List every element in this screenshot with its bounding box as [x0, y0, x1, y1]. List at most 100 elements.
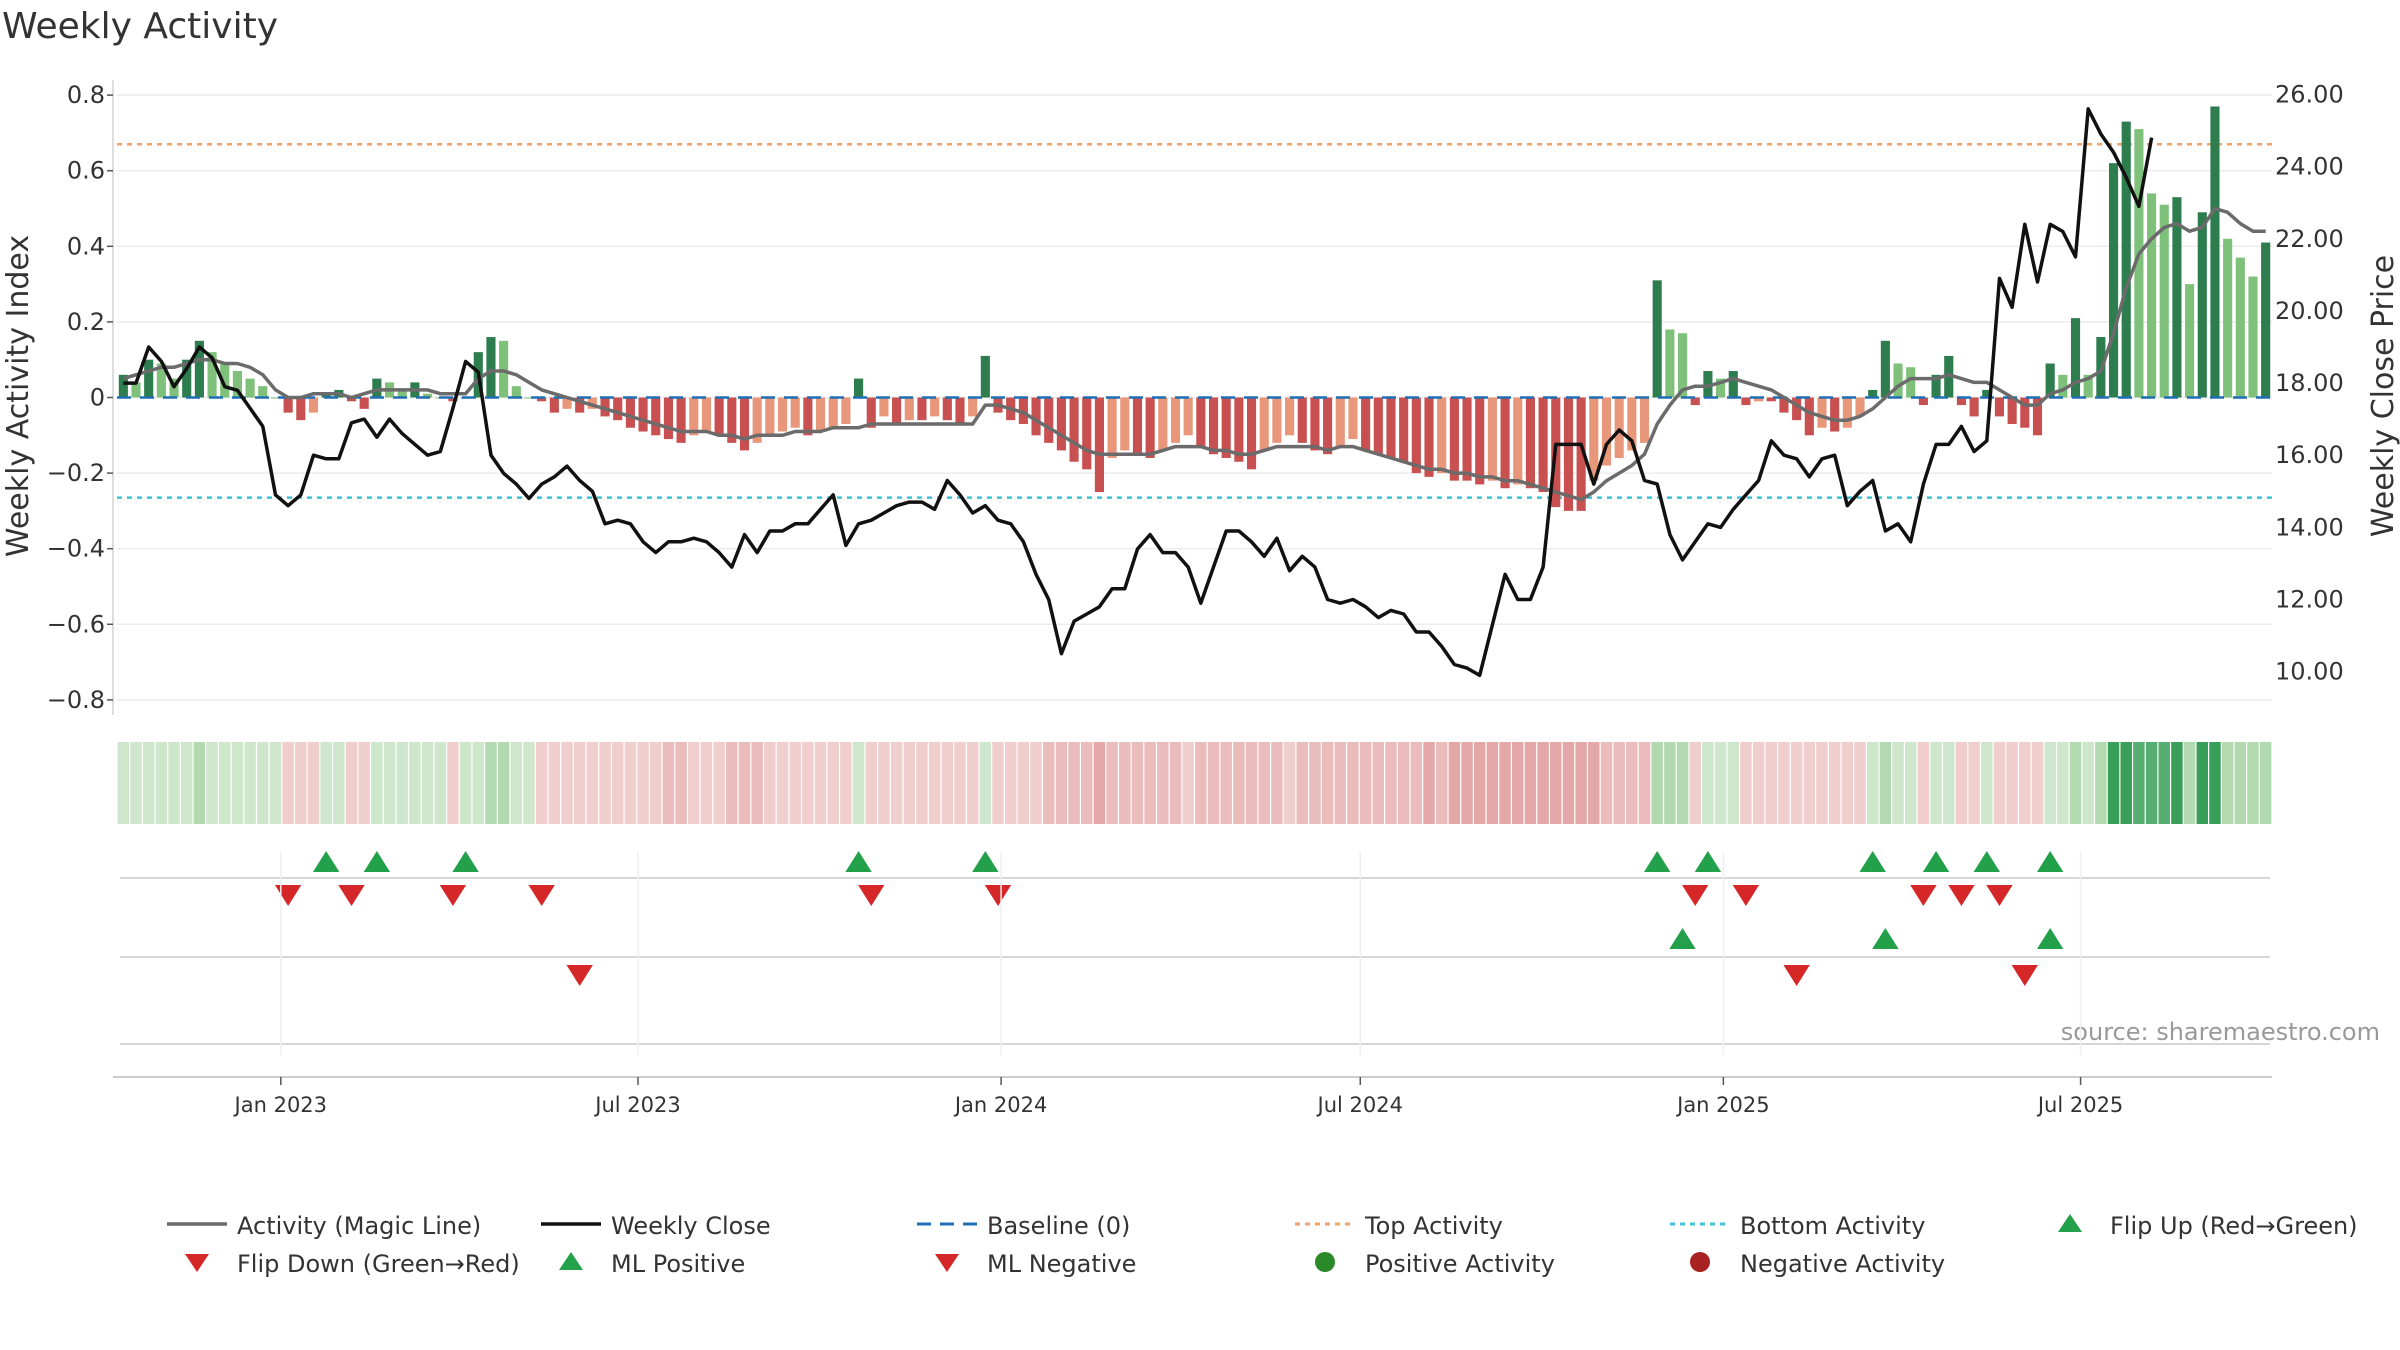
strip-cell [523, 742, 535, 824]
activity-bar [232, 371, 242, 398]
activity-bar [1994, 397, 2005, 417]
activity-bar [1703, 371, 1713, 398]
y2-tick-label: 10.00 [2275, 658, 2344, 686]
activity-bar [1069, 397, 1079, 462]
activity-bar [613, 397, 623, 421]
strip-cell [713, 742, 725, 824]
strip-cell [1258, 742, 1270, 824]
strip-cell [2145, 742, 2158, 824]
activity-bars [117, 106, 2272, 511]
activity-bar [194, 340, 204, 398]
activity-bar [1563, 397, 1574, 511]
legend-item-flipdown: Flip Down (Green→Red) [185, 1250, 520, 1278]
activity-bar [448, 397, 458, 402]
strip-cell [193, 742, 206, 824]
strip-cell [485, 742, 497, 824]
y2-tick-label: 18.00 [2275, 369, 2344, 397]
flip-down-marker [338, 885, 365, 906]
strip-cell [599, 742, 611, 824]
strip-cell [1993, 742, 2006, 824]
strip-cell [497, 742, 510, 824]
flip-down-marker [528, 885, 555, 906]
strip-cell [1309, 742, 1321, 824]
strip-cell [1106, 742, 1118, 824]
strip-cell [688, 742, 700, 824]
strip-cell [1473, 742, 1486, 824]
strip-cell [2069, 742, 2082, 824]
flip-up-marker [972, 851, 999, 872]
strip-cell [1575, 742, 1587, 824]
activity-bar [2248, 276, 2258, 398]
activity-bar [1361, 397, 1371, 451]
y-axis-ticks: −0.8 −0.6 −0.4 −0.2 0 0.2 0.4 0.6 0.8 [47, 81, 113, 714]
y-tick-label: 0.4 [67, 232, 105, 260]
strip-cell [282, 742, 294, 824]
activity-bar [144, 359, 154, 398]
activity-bar [372, 378, 382, 398]
strip-cell [1499, 742, 1511, 824]
activity-bar [2261, 242, 2271, 398]
strip-cell [573, 742, 586, 824]
activity-bar [968, 397, 978, 417]
activity-bar [1880, 340, 1890, 398]
strip-cell [1613, 742, 1625, 824]
activity-bar [1031, 397, 1041, 436]
activity-bar [1868, 389, 1878, 398]
activity-bar [2058, 374, 2068, 398]
strip-cell [624, 742, 637, 824]
activity-bar [1132, 397, 1143, 455]
activity-bar [1589, 397, 1599, 481]
legend-label: Positive Activity [1365, 1250, 1555, 1278]
strip-cell [1017, 742, 1030, 824]
legend-item-baseline: Baseline (0) [917, 1212, 1130, 1240]
y-tick-label: 0.2 [67, 308, 105, 336]
strip-cell [1131, 742, 1144, 824]
strip-cell [2247, 742, 2259, 824]
activity-bar [1259, 397, 1269, 451]
strip-cell [2133, 742, 2145, 824]
strip-cell [1524, 742, 1537, 824]
activity-bar [182, 359, 192, 398]
strip-cell [1410, 742, 1423, 824]
strip-cell [1233, 742, 1245, 824]
activity-bar [1804, 397, 1814, 436]
y2-tick-label: 24.00 [2275, 153, 2344, 181]
y-tick-label: 0.8 [67, 81, 105, 109]
activity-bar [1690, 397, 1700, 406]
activity-bar [1792, 397, 1802, 421]
strip-cell [409, 742, 421, 824]
strip-cell [1169, 742, 1182, 824]
strip-cell [2120, 742, 2132, 824]
strip-cell [155, 742, 168, 824]
activity-bar [879, 397, 889, 417]
activity-bar [1449, 397, 1459, 481]
activity-bar [803, 397, 813, 436]
strip-cell [1841, 742, 1854, 824]
activity-bar [638, 397, 648, 432]
y-tick-label: 0 [90, 384, 105, 412]
legend-swatch [559, 1252, 583, 1270]
y2-tick-label: 22.00 [2275, 225, 2344, 253]
strip-cell [916, 742, 928, 824]
activity-bar [1323, 397, 1333, 455]
strip-cell [472, 742, 485, 824]
strip-cell [535, 742, 548, 824]
strip-cell [814, 742, 827, 824]
strip-cell [1917, 742, 1930, 824]
activity-bar [308, 397, 319, 413]
strip-cell [447, 742, 459, 824]
activity-bar [1652, 280, 1662, 398]
flip-up-marker [1922, 851, 1950, 872]
activity-bar [1018, 397, 1028, 424]
strip-cell [1930, 742, 1942, 824]
strip-cell [269, 742, 282, 824]
activity-bar [1170, 397, 1181, 443]
strip-cell [1828, 742, 1841, 824]
y-tick-label: −0.6 [47, 610, 105, 638]
date-axis: Jan 2023 Jul 2023 Jan 2024 Jul 2024 Jan 2025… [113, 852, 2272, 1117]
activity-bar [1538, 397, 1548, 492]
strip-cell [2031, 742, 2044, 824]
activity-bar [296, 397, 306, 421]
activity-bar [1335, 397, 1345, 447]
